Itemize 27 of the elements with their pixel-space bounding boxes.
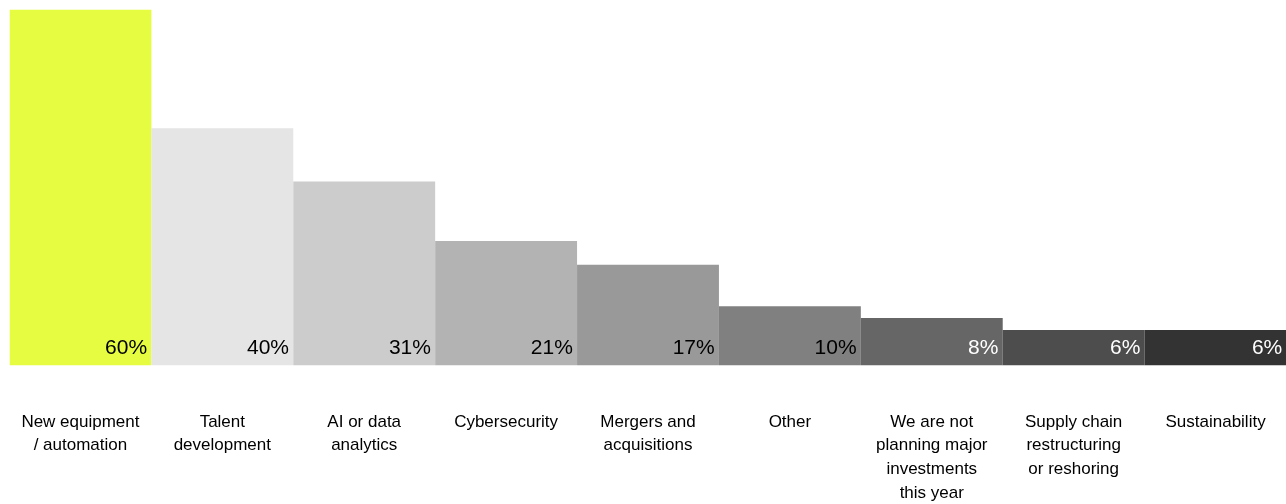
bar (860, 318, 1003, 366)
data-label: 8% (968, 334, 999, 358)
data-label: 21% (530, 334, 573, 358)
data-label: 40% (246, 334, 290, 358)
bar (718, 306, 861, 366)
data-label: 17% (672, 334, 715, 358)
bar (1144, 329, 1286, 366)
data-label: 6% (1251, 334, 1283, 358)
bar (1002, 329, 1145, 366)
x-tick-label: Sustainability (1165, 411, 1267, 431)
bar (9, 9, 152, 366)
bar (151, 128, 294, 366)
bar (435, 240, 578, 366)
x-tick-label: New equipment / automation (21, 411, 140, 455)
data-label: 31% (388, 334, 431, 358)
x-tick-label: Talent development (173, 411, 272, 455)
bar (293, 181, 436, 366)
bar (577, 264, 719, 366)
x-tick-label: Supply chain restructuring or reshoring (1024, 411, 1123, 478)
x-tick-label: We are not planning major investments this year (876, 411, 988, 502)
x-tick-label: Other (768, 411, 812, 431)
data-label: 6% (1110, 334, 1141, 358)
x-tick-label: Mergers and acquisitions (600, 411, 696, 455)
x-tick-label: AI or data analytics (327, 411, 402, 455)
x-tick-label: Cybersecurity (454, 411, 559, 431)
data-label: 60% (105, 334, 148, 358)
data-label: 10% (814, 334, 857, 358)
